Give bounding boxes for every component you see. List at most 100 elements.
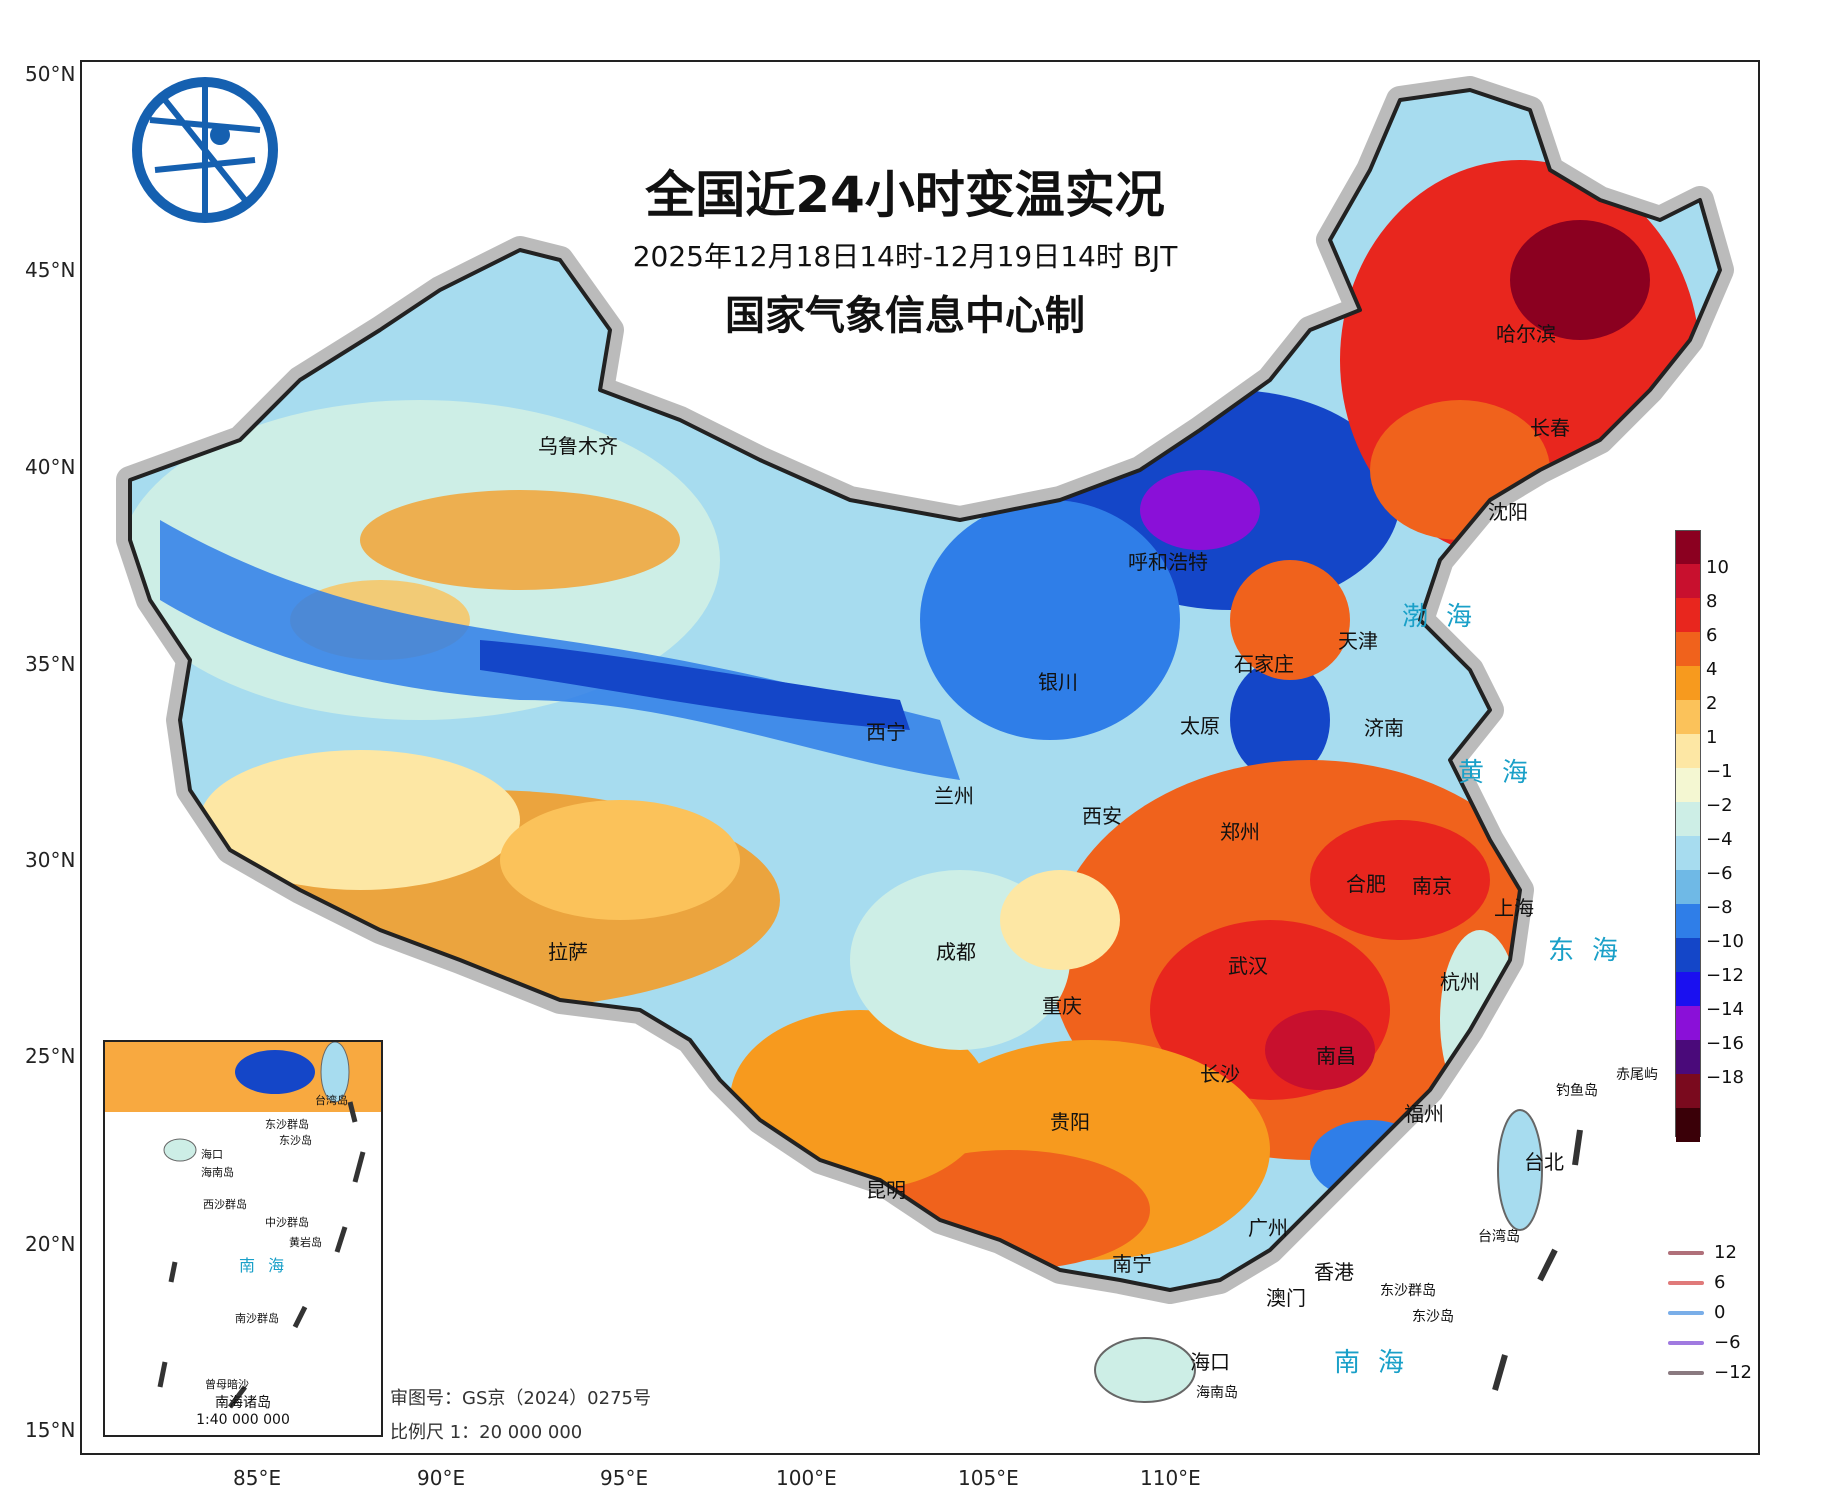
legend-swatch (1676, 734, 1700, 768)
lon-label: 105°E (958, 1466, 1019, 1490)
city-label: 沈阳 (1488, 500, 1528, 524)
legend-tick: −2 (1706, 795, 1733, 816)
inset-sea-label: 南 海 (239, 1256, 289, 1275)
sea-label-huanghai: 黄海 (1458, 758, 1547, 788)
isoline-label: −6 (1714, 1332, 1741, 1353)
legend-swatch (1676, 1040, 1700, 1074)
legend-tick: −18 (1706, 1067, 1744, 1088)
legend-tick: 1 (1706, 727, 1718, 748)
legend-swatch (1676, 768, 1700, 802)
city-label: 拉萨 (548, 940, 588, 964)
approval-number: 审图号：GS京（2024）0275号 (390, 1388, 651, 1409)
city-label: 石家庄 (1234, 652, 1294, 676)
legend-swatch (1676, 1108, 1700, 1142)
lat-label: 45°N (25, 258, 76, 282)
lat-label: 25°N (25, 1044, 76, 1068)
legend-swatch (1676, 904, 1700, 938)
map-subtitle: 2025年12月18日14时-12月19日14时 BJT (632, 240, 1178, 273)
legend-tick: −10 (1706, 931, 1744, 952)
inset-label: 西沙群岛 (203, 1198, 247, 1211)
isoline-item: −6 (1668, 1332, 1828, 1354)
legend-swatch (1676, 938, 1700, 972)
city-label: 合肥 (1346, 872, 1386, 896)
city-label: 杭州 (1440, 970, 1480, 994)
city-label: 哈尔滨 (1496, 322, 1556, 346)
lon-label: 100°E (776, 1466, 837, 1490)
inset-label: 曾母暗沙 (205, 1378, 249, 1391)
city-label: 南京 (1412, 874, 1452, 898)
city-label: 长春 (1530, 416, 1570, 440)
isoline-label: 12 (1714, 1242, 1737, 1263)
city-label: 西宁 (866, 720, 906, 744)
city-label: 长沙 (1200, 1062, 1240, 1086)
taiwan-island (1497, 1109, 1543, 1231)
city-label: 南宁 (1112, 1252, 1152, 1276)
city-label: 东沙岛 (1412, 1309, 1454, 1325)
city-label: 澳门 (1266, 1286, 1306, 1310)
legend-tick: 10 (1706, 557, 1729, 578)
color-legend-bar (1675, 530, 1701, 1142)
lat-label: 40°N (25, 455, 76, 479)
city-label: 兰州 (934, 784, 974, 808)
legend-tick: 6 (1706, 625, 1718, 646)
inset-label: 台湾岛 (315, 1094, 348, 1107)
city-label: 台北 (1524, 1150, 1564, 1174)
isoline-swatch (1668, 1311, 1704, 1315)
city-label: 武汉 (1228, 954, 1268, 978)
city-label: 成都 (936, 940, 976, 964)
legend-tick: −1 (1706, 761, 1733, 782)
isoline-label: 6 (1714, 1272, 1726, 1293)
city-label: 呼和浩特 (1128, 550, 1208, 574)
city-label: 赤尾屿 (1616, 1067, 1658, 1083)
isoline-swatch (1668, 1281, 1704, 1285)
city-label: 海南岛 (1196, 1385, 1238, 1401)
inset-title: 南海诸岛 (215, 1395, 271, 1411)
legend-swatch (1676, 632, 1700, 666)
lon-label: 85°E (233, 1466, 282, 1490)
city-label: 上海 (1494, 896, 1534, 920)
legend-tick: −6 (1706, 863, 1733, 884)
legend-tick: −16 (1706, 1033, 1744, 1054)
city-label: 台湾岛 (1478, 1229, 1520, 1245)
lon-label: 90°E (417, 1466, 466, 1490)
lon-label: 95°E (600, 1466, 649, 1490)
cma-logo-icon (132, 77, 278, 223)
inset-map (105, 1042, 381, 1409)
inset-label: 南沙群岛 (235, 1312, 279, 1325)
isoline-swatch (1668, 1371, 1704, 1375)
isoline-item: 0 (1668, 1302, 1828, 1324)
inset-label: 中沙群岛 (265, 1216, 309, 1229)
title-block: 全国近24小时变温实况 2025年12月18日14时-12月19日14时 BJT… (555, 155, 1255, 341)
south-china-sea-inset: 海口 海南岛 东沙群岛 东沙岛 西沙群岛 中沙群岛 黄岩岛 南沙群岛 曾母暗沙 … (103, 1040, 383, 1437)
hainan-island (1094, 1337, 1196, 1403)
isoline-item: −12 (1668, 1362, 1828, 1384)
inset-label: 东沙群岛 (265, 1118, 309, 1131)
map-scale: 比例尺 1：20 000 000 (390, 1422, 583, 1443)
city-label: 济南 (1364, 716, 1404, 740)
city-label: 重庆 (1042, 994, 1082, 1018)
map-producer: 国家气象信息中心制 (725, 293, 1085, 339)
city-label: 东沙群岛 (1380, 1283, 1436, 1299)
city-label: 海口 (1190, 1350, 1230, 1374)
legend-swatch (1676, 1074, 1700, 1108)
legend-tick: −8 (1706, 897, 1733, 918)
legend-tick: −12 (1706, 965, 1744, 986)
legend-swatch (1676, 700, 1700, 734)
lat-label: 15°N (25, 1418, 76, 1442)
city-label: 太原 (1180, 714, 1220, 738)
city-label: 西安 (1082, 804, 1122, 828)
inset-label: 海南岛 (201, 1166, 234, 1179)
legend-swatch (1676, 564, 1700, 598)
city-label: 南昌 (1316, 1044, 1356, 1068)
lon-label: 110°E (1140, 1466, 1201, 1490)
city-label: 广州 (1248, 1216, 1288, 1240)
lat-label: 20°N (25, 1232, 76, 1256)
inset-label: 海口 (201, 1148, 223, 1161)
map-title: 全国近24小时变温实况 (645, 166, 1165, 224)
legend-tick: −14 (1706, 999, 1744, 1020)
city-label: 天津 (1338, 629, 1378, 653)
legend-tick: 2 (1706, 693, 1718, 714)
city-label: 香港 (1314, 1260, 1354, 1284)
legend-swatch (1676, 598, 1700, 632)
